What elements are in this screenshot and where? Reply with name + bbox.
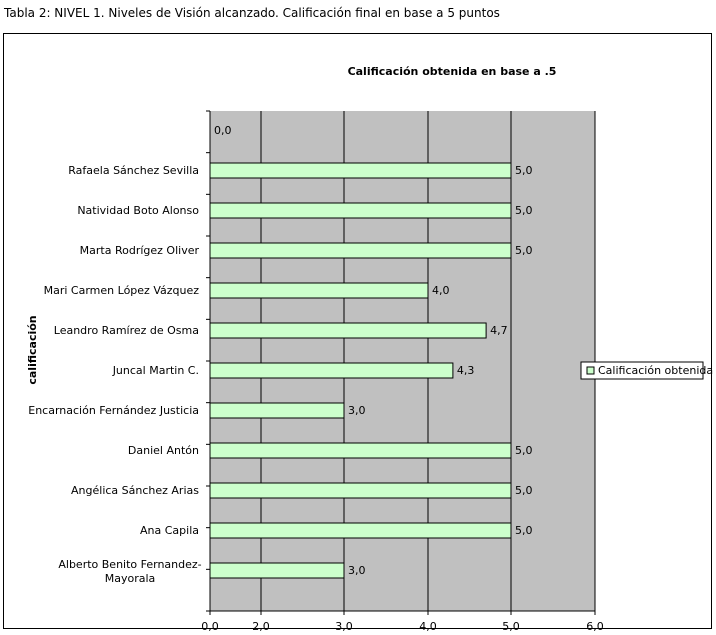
bar	[209, 522, 512, 539]
bar	[209, 162, 512, 179]
x-tick-label: 3,0	[335, 620, 353, 633]
category-label: Mari Carmen López Vázquez	[44, 284, 200, 297]
data-label: 4,3	[457, 364, 475, 377]
bar	[209, 242, 512, 259]
legend-swatch	[586, 366, 595, 375]
category-label: Natividad Boto Alonso	[77, 204, 199, 217]
data-label: 5,0	[515, 204, 533, 217]
category-label: Juncal Martin C.	[112, 364, 199, 377]
data-label: 3,0	[348, 404, 366, 417]
category-label: Daniel Antón	[128, 444, 199, 457]
category-label: Mayorala	[105, 572, 156, 585]
legend-label: Calificación obtenida	[598, 364, 713, 377]
bar	[209, 362, 454, 379]
x-tick-label: 5,0	[502, 620, 520, 633]
bar	[209, 482, 512, 499]
category-label: Marta Rodrígez Oliver	[80, 244, 200, 257]
data-label: 5,0	[515, 524, 533, 537]
x-tick-label: 0,0	[201, 620, 219, 633]
data-label: 5,0	[515, 484, 533, 497]
bar	[209, 282, 429, 299]
y-axis-label: calificación	[26, 315, 39, 384]
data-label: 0,0	[214, 124, 232, 137]
data-label: 3,0	[348, 564, 366, 577]
category-label: Encarnación Fernández Justicia	[28, 404, 199, 417]
bar	[209, 202, 512, 219]
data-label: 4,0	[432, 284, 450, 297]
bar	[209, 402, 345, 419]
category-label: Angélica Sánchez Arias	[71, 484, 199, 497]
legend-box	[580, 361, 704, 380]
bar	[209, 562, 345, 579]
category-label: Ana Capila	[140, 524, 199, 537]
x-tick-label: 6,0	[586, 620, 604, 633]
chart-title: Calificación obtenida en base a .5	[348, 65, 557, 78]
bar	[209, 442, 512, 459]
category-label: Leandro Ramírez de Osma	[54, 324, 199, 337]
data-label: 5,0	[515, 244, 533, 257]
category-label: Alberto Benito Fernandez-	[58, 558, 201, 571]
bar	[209, 322, 487, 339]
data-label: 5,0	[515, 164, 533, 177]
x-tick-label: 2,0	[252, 620, 270, 633]
category-label: Rafaela Sánchez Sevilla	[68, 164, 199, 177]
table-caption: Tabla 2: NIVEL 1. Niveles de Visión alca…	[4, 6, 500, 20]
x-tick-label: 4,0	[419, 620, 437, 633]
data-label: 5,0	[515, 444, 533, 457]
chart-frame	[3, 33, 712, 629]
data-label: 4,7	[490, 324, 508, 337]
